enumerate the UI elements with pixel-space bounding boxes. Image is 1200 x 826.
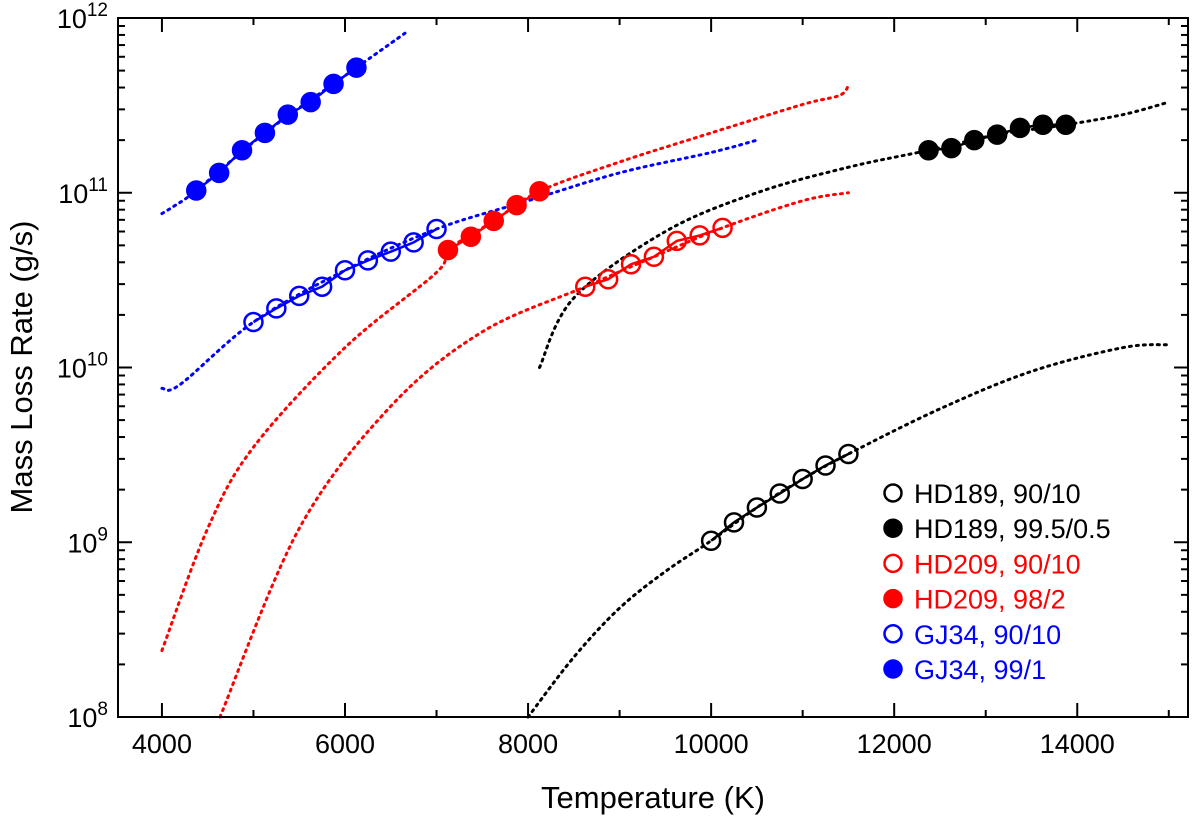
y-tick-label: 1011: [58, 175, 108, 209]
data-point: [323, 73, 344, 95]
data-point: [575, 276, 596, 297]
legend-label: HD189, 99.5/0.5: [914, 514, 1111, 544]
x-axis-ticks: 4000 6000 8000 10000 12000 14000: [132, 18, 1170, 759]
series-lines: [195, 66, 1066, 542]
data-point: [380, 241, 402, 262]
data-point: [746, 497, 768, 518]
data-point: [334, 260, 356, 281]
data-point: [506, 194, 527, 216]
data-point: [311, 276, 333, 297]
legend-marker: [883, 483, 903, 503]
data-point: [529, 180, 550, 202]
data-point: [792, 468, 813, 490]
series-line-4: [252, 227, 438, 324]
legend-label: GJ34, 90/10: [914, 620, 1061, 650]
data-point: [689, 225, 710, 246]
data-point: [964, 129, 985, 151]
x-tick-label: 10000: [674, 729, 749, 759]
model-curve-1: [538, 100, 1171, 369]
data-point: [723, 512, 745, 533]
data-point: [426, 218, 447, 240]
data-point: [300, 91, 321, 113]
data-point: [483, 210, 504, 232]
data-point: [918, 140, 939, 161]
model-curve-3: [160, 84, 850, 653]
data-point: [666, 230, 688, 252]
data-point: [815, 455, 836, 476]
data-point: [243, 311, 264, 333]
data-point: [1009, 117, 1031, 139]
legend-label: GJ34, 99/1: [914, 655, 1046, 685]
x-tick-label: 6000: [315, 729, 375, 759]
series-line-2: [584, 226, 723, 288]
legend-marker: [883, 553, 903, 574]
data-point: [643, 246, 665, 268]
y-tick-label: 109: [67, 524, 108, 558]
data-point: [403, 232, 424, 253]
data-point: [346, 57, 367, 78]
x-axis-label: Temperature (K): [541, 780, 765, 815]
x-tick-label: 4000: [132, 729, 192, 759]
x-tick-label: 12000: [857, 729, 932, 759]
x-tick-label: 8000: [498, 729, 558, 759]
legend: HD189, 90/10 HD189, 99.5/0.5 HD209, 90/10 H…: [883, 479, 1111, 685]
legend-marker: [883, 659, 903, 679]
data-point: [620, 253, 642, 275]
data-point: [208, 162, 230, 184]
data-points: [186, 57, 1077, 551]
data-point: [288, 285, 310, 307]
data-point: [254, 122, 276, 144]
data-point: [986, 124, 1008, 145]
y-axis-label: Mass Loss Rate (g/s): [4, 221, 39, 514]
x-tick-label: 14000: [1040, 729, 1115, 759]
model-curve-2: [218, 191, 850, 719]
data-point: [712, 217, 733, 239]
data-point: [231, 140, 253, 161]
data-point: [1032, 114, 1054, 135]
y-tick-label: 1012: [57, 0, 108, 34]
y-tick-label: 108: [67, 699, 108, 733]
y-axis-ticks: 108 109 1010 1011 1012: [57, 0, 1188, 733]
legend-label: HD209, 98/2: [914, 585, 1066, 615]
data-point: [266, 298, 287, 319]
legend-label: HD189, 90/10: [914, 479, 1081, 509]
data-point: [838, 443, 859, 465]
data-point: [1055, 114, 1077, 135]
data-point: [186, 180, 207, 201]
data-point: [700, 530, 722, 551]
data-point: [437, 239, 459, 261]
legend-label: HD209, 90/10: [914, 549, 1081, 579]
legend-marker: [883, 588, 903, 609]
data-point: [597, 268, 619, 290]
data-point: [941, 137, 962, 159]
model-curve-4: [160, 138, 759, 392]
data-point: [460, 226, 482, 248]
data-point: [357, 250, 379, 271]
data-point: [277, 104, 299, 125]
data-point: [769, 483, 791, 504]
y-tick-label: 1010: [57, 350, 108, 384]
legend-marker: [883, 518, 903, 538]
legend-marker: [883, 624, 903, 644]
series-line-0: [710, 452, 849, 542]
